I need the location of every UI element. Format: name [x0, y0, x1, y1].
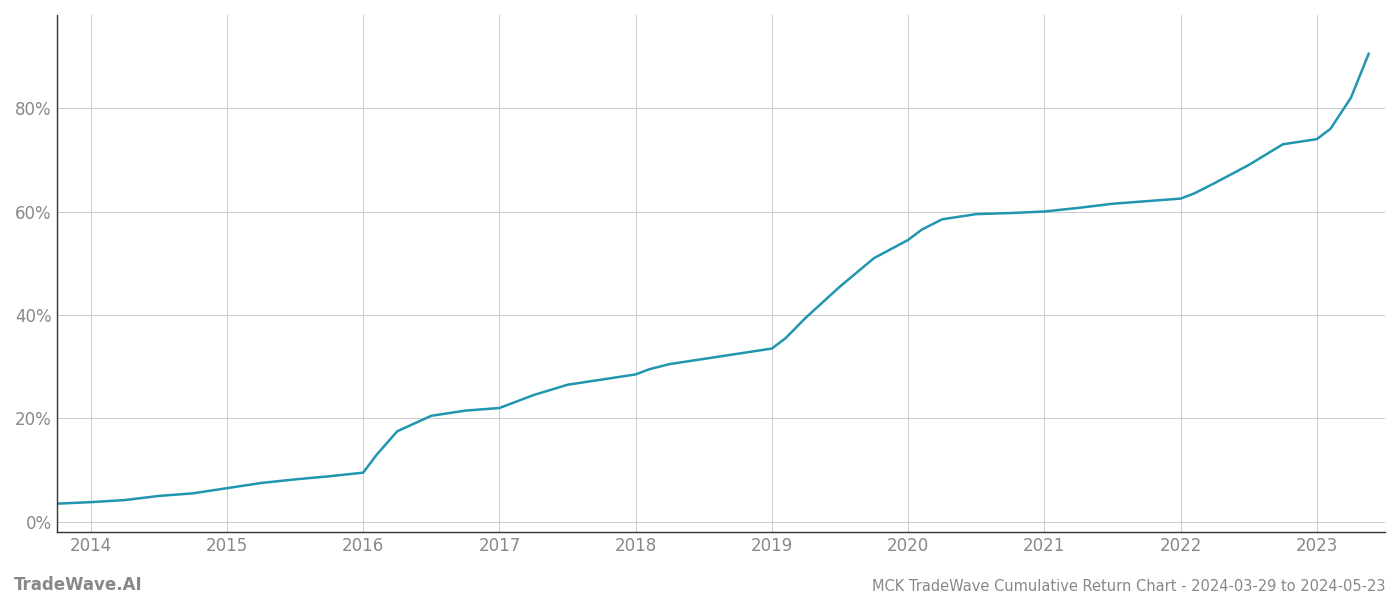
Text: MCK TradeWave Cumulative Return Chart - 2024-03-29 to 2024-05-23: MCK TradeWave Cumulative Return Chart - … — [872, 579, 1386, 594]
Text: TradeWave.AI: TradeWave.AI — [14, 576, 143, 594]
